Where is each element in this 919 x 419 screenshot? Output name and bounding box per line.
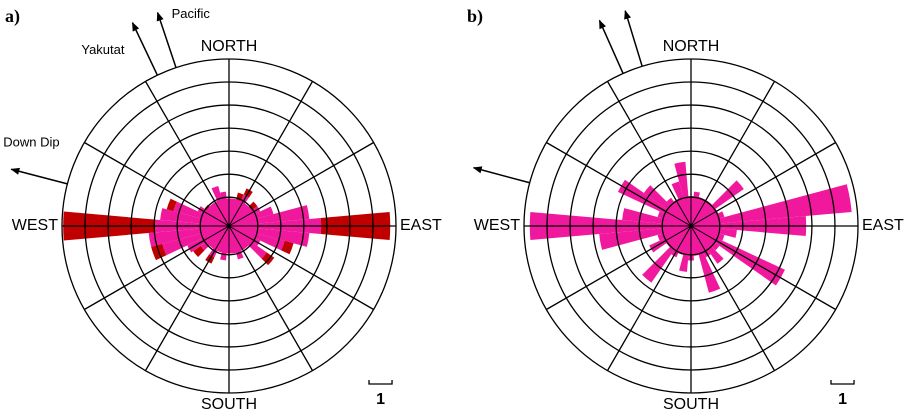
south-label: SOUTH xyxy=(663,396,719,413)
spoke xyxy=(546,239,667,311)
direction-arrow xyxy=(598,19,624,74)
spoke xyxy=(253,141,374,213)
direction-arrow xyxy=(472,166,530,184)
arrow-label: Yakutat xyxy=(81,42,125,57)
arrow-label: Pacific xyxy=(172,6,211,21)
petal xyxy=(166,198,177,212)
spoke xyxy=(144,81,216,202)
inner-spoke xyxy=(214,200,230,227)
spoke xyxy=(84,141,205,213)
direction-arrow xyxy=(156,11,177,68)
direction-arrow xyxy=(131,21,159,76)
spoke xyxy=(242,250,314,371)
panel-label: a) xyxy=(5,6,20,27)
petal xyxy=(281,240,294,255)
scale-bar xyxy=(830,380,855,385)
inner-spoke xyxy=(665,211,692,227)
north-label: NORTH xyxy=(663,38,720,55)
panel-label: b) xyxy=(467,6,483,27)
arrow-label: Down Dip xyxy=(3,135,59,150)
west-label: WEST xyxy=(12,217,58,234)
east-label: EAST xyxy=(862,217,904,234)
petal xyxy=(193,245,205,257)
inner-spoke xyxy=(228,225,244,252)
spoke xyxy=(242,81,314,202)
inner-spoke xyxy=(690,200,706,227)
inner-spoke xyxy=(228,225,255,241)
inner-spoke xyxy=(203,211,230,227)
spoke xyxy=(546,141,667,213)
scale-label: 1 xyxy=(376,391,385,408)
spoke xyxy=(84,239,205,311)
spoke xyxy=(606,81,678,202)
spoke xyxy=(715,141,836,213)
spoke xyxy=(144,250,216,371)
scale-label: 1 xyxy=(838,391,847,408)
inner-spoke xyxy=(203,225,230,241)
inner-spoke xyxy=(676,200,692,227)
south-label: SOUTH xyxy=(201,396,257,413)
direction-arrow xyxy=(10,167,68,185)
inner-spoke xyxy=(228,211,255,227)
inner-spoke xyxy=(690,225,717,241)
spoke xyxy=(606,250,678,371)
spoke xyxy=(253,239,374,311)
west-label: WEST xyxy=(474,217,520,234)
inner-spoke xyxy=(214,225,230,252)
inner-spoke xyxy=(676,225,692,252)
inner-spoke xyxy=(690,225,706,252)
scale-bar xyxy=(368,380,393,385)
inner-spoke xyxy=(690,211,717,227)
inner-spoke xyxy=(228,200,244,227)
spoke xyxy=(704,250,776,371)
spoke xyxy=(704,81,776,202)
north-label: NORTH xyxy=(201,38,258,55)
spoke xyxy=(715,239,836,311)
east-label: EAST xyxy=(400,217,442,234)
direction-arrow xyxy=(624,9,643,67)
petal xyxy=(691,184,852,226)
inner-spoke xyxy=(665,225,692,241)
